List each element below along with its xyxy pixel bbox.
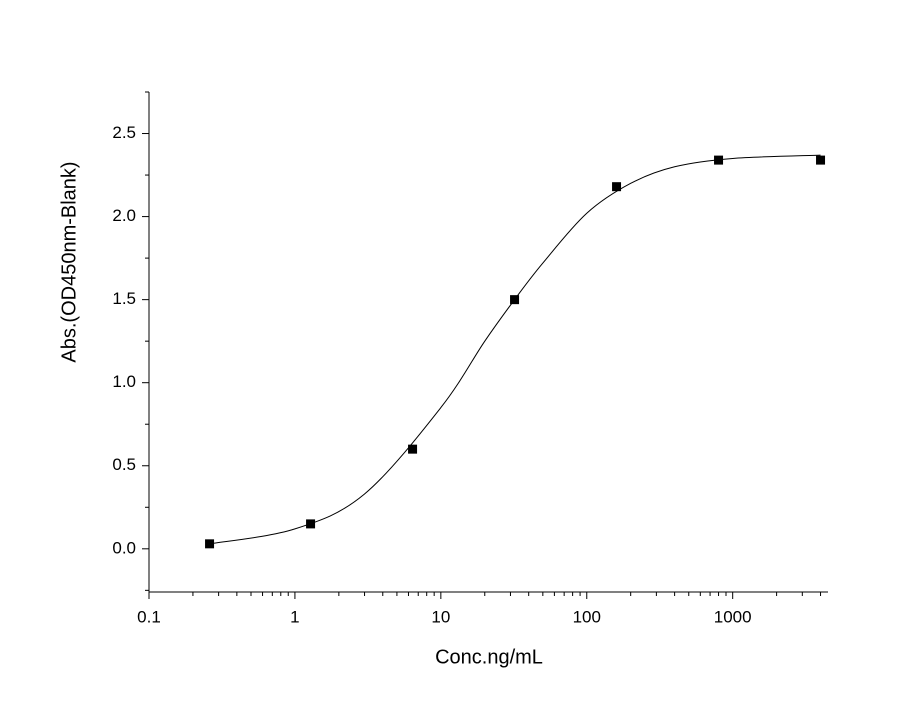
y-tick-label: 2.0 — [112, 206, 136, 225]
x-tick-label: 100 — [573, 607, 601, 626]
y-tick-label: 0.5 — [112, 455, 136, 474]
y-tick-label: 0.0 — [112, 538, 136, 557]
x-tick-label: 10 — [431, 607, 450, 626]
data-point — [408, 444, 418, 454]
data-point — [612, 182, 622, 192]
y-tick-label: 2.5 — [112, 123, 136, 142]
x-axis-title: Conc.ng/mL — [435, 646, 543, 668]
y-tick-label: 1.5 — [112, 289, 136, 308]
x-tick-label: 0.1 — [137, 607, 161, 626]
x-tick-label: 1000 — [714, 607, 752, 626]
fit-curve — [209, 154, 821, 545]
data-point — [816, 155, 826, 165]
y-axis-title: Abs.(OD450nm-Blank) — [58, 161, 80, 362]
x-tick-label: 1 — [290, 607, 299, 626]
y-tick-label: 1.0 — [112, 372, 136, 391]
